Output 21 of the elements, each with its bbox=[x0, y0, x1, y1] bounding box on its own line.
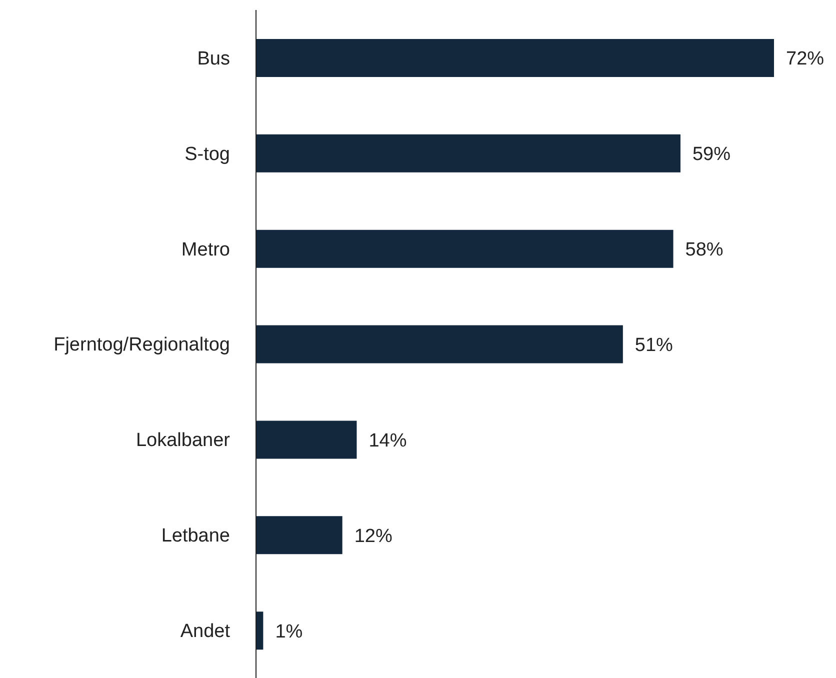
y-tick-label: Lokalbaner bbox=[136, 430, 231, 452]
bar bbox=[256, 516, 342, 554]
bar bbox=[256, 420, 357, 459]
y-tick-label: S-tog bbox=[184, 144, 230, 165]
y-tick-label: Fjerntog/Regionaltog bbox=[54, 334, 230, 356]
bar bbox=[256, 39, 774, 77]
y-tick-label: Bus bbox=[197, 48, 230, 70]
bar bbox=[256, 612, 264, 650]
data-label: 72% bbox=[786, 48, 824, 70]
bar bbox=[256, 134, 680, 172]
data-label: 58% bbox=[685, 240, 724, 261]
data-label: 51% bbox=[634, 335, 674, 356]
bar bbox=[256, 325, 623, 364]
y-tick-label: Metro bbox=[181, 239, 230, 260]
data-label: 1% bbox=[275, 621, 303, 642]
bar bbox=[256, 230, 674, 268]
y-tick-label: Andet bbox=[180, 621, 231, 642]
data-label: 59% bbox=[692, 144, 731, 166]
data-label: 14% bbox=[368, 430, 407, 452]
data-label: 12% bbox=[354, 526, 392, 547]
y-tick-label: Letbane bbox=[161, 526, 230, 547]
